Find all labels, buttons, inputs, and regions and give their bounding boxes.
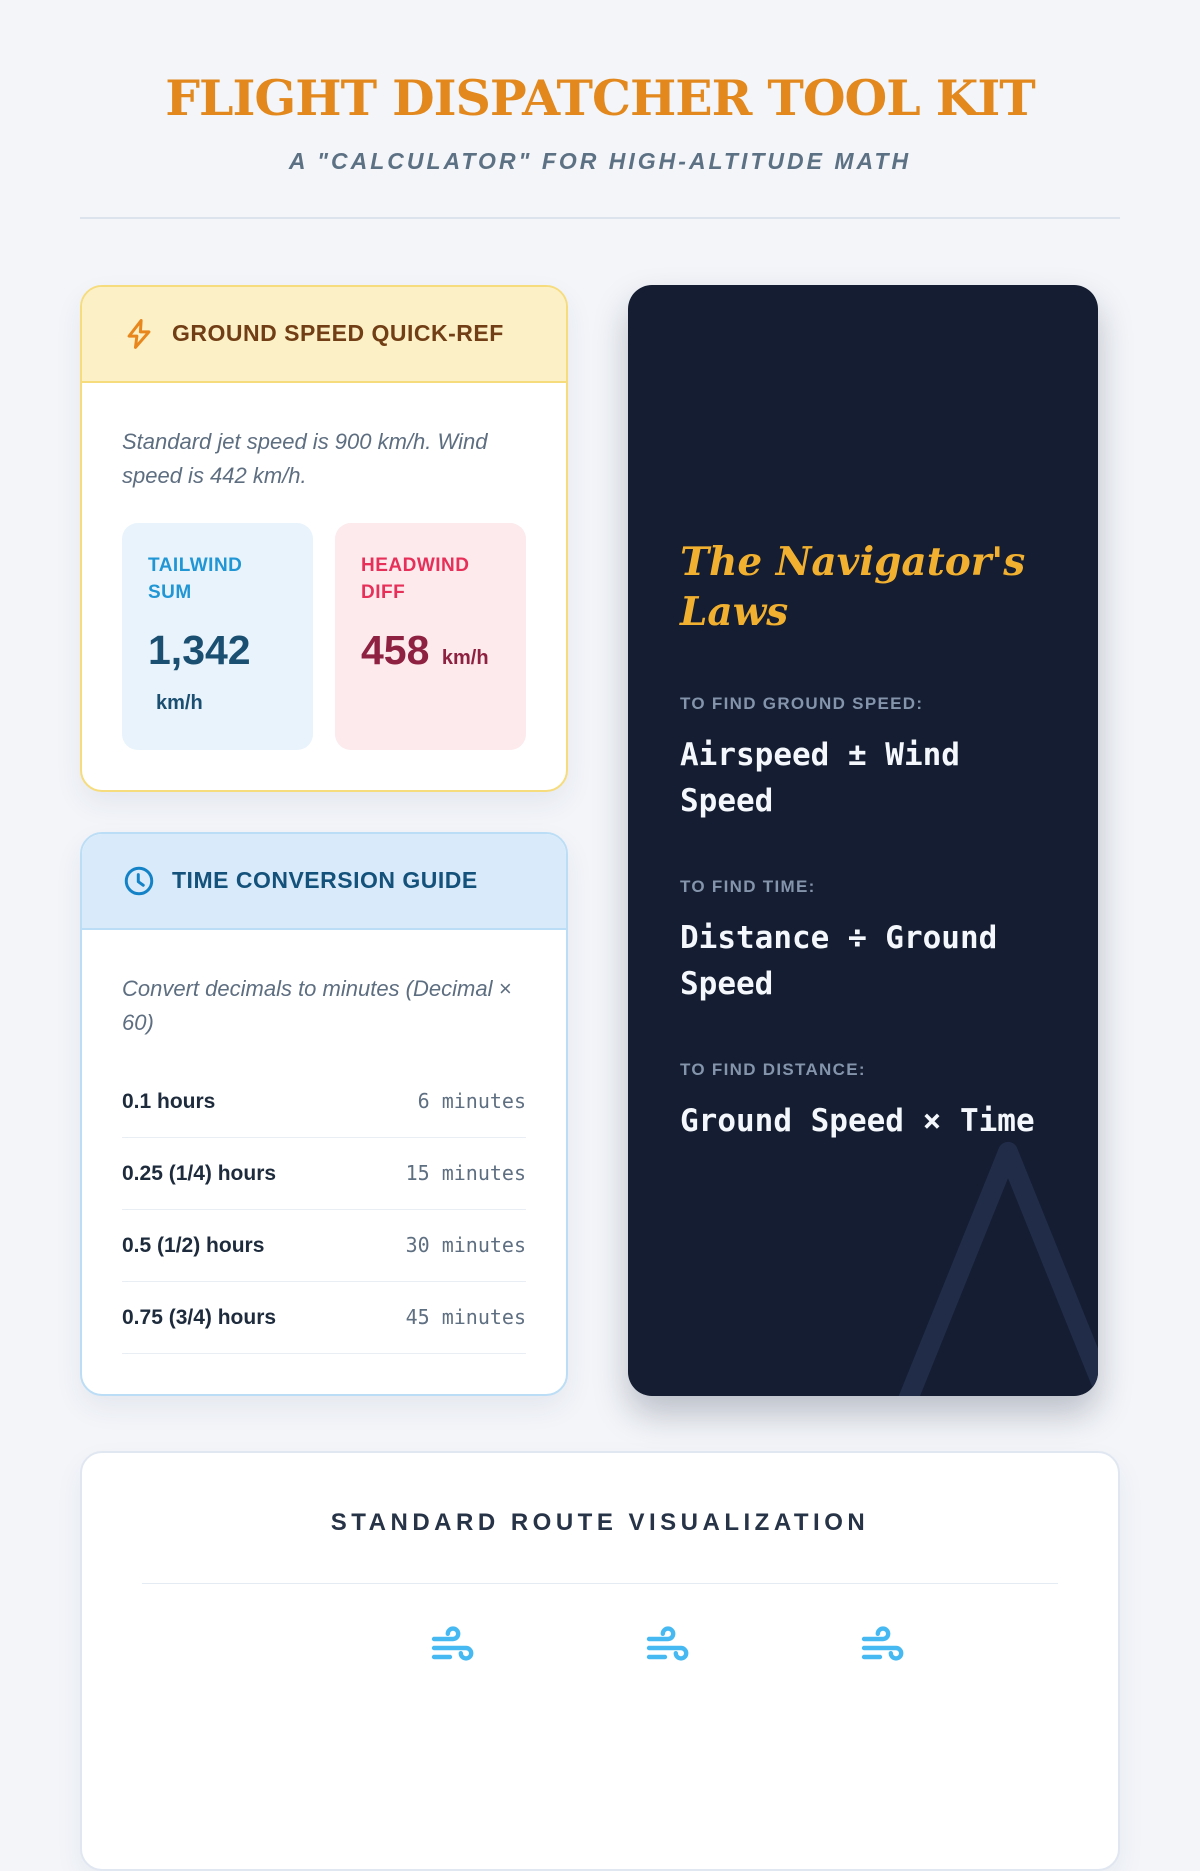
left-column: GROUND SPEED QUICK-REF Standard jet spee…: [80, 284, 568, 1397]
law-formula: Airspeed ± Wind Speed: [680, 736, 960, 820]
row-label: 0.1 hours: [122, 1090, 216, 1114]
page-subtitle: A "CALCULATOR" FOR HIGH-ALTITUDE MATH: [288, 147, 912, 174]
law-formula: Ground Speed × Time: [680, 1102, 1035, 1139]
row-value: 45 minutes: [405, 1305, 526, 1330]
row-label: 0.5 (1/2) hours: [122, 1234, 265, 1258]
table-row: 0.75 (3/4) hours 45 minutes: [122, 1282, 526, 1355]
law-label: TO FIND GROUND SPEED:: [680, 693, 924, 713]
headwind-number: 458: [361, 627, 430, 674]
tailwind-stat-box: TAILWIND SUM 1,342 km/h: [122, 523, 313, 750]
page-title: FLIGHT DISPATCHER TOOL KIT: [165, 69, 1035, 127]
lightning-icon: [122, 317, 156, 351]
stat-boxes: TAILWIND SUM 1,342 km/h HEADWIND DIFF 45…: [122, 523, 526, 750]
headwind-unit: km/h: [441, 647, 489, 670]
wind-icon: [428, 1623, 476, 1676]
row-label: 0.25 (1/4) hours: [122, 1162, 277, 1186]
time-card-title: TIME CONVERSION GUIDE: [172, 867, 478, 894]
conversion-table: 0.1 hours 6 minutes 0.25 (1/4) hours 15 …: [122, 1066, 526, 1355]
route-divider: [142, 1583, 1058, 1585]
law-formula: Distance ÷ Ground Speed: [680, 919, 998, 1003]
header-divider: [80, 216, 1120, 219]
table-row: 0.1 hours 6 minutes: [122, 1066, 526, 1139]
row-value: 30 minutes: [405, 1233, 526, 1258]
wind-icon: [643, 1623, 691, 1676]
navigation-arrow-icon: [828, 1123, 1098, 1397]
table-row: 0.5 (1/2) hours 30 minutes: [122, 1210, 526, 1283]
tailwind-value: 1,342 km/h: [148, 616, 287, 720]
law-distance: TO FIND DISTANCE: Ground Speed × Time: [680, 1060, 1046, 1145]
wind-icon: [858, 1623, 906, 1676]
time-card-header: TIME CONVERSION GUIDE: [82, 833, 566, 930]
row-value: 6 minutes: [417, 1089, 526, 1114]
ground-speed-quickref-card: GROUND SPEED QUICK-REF Standard jet spee…: [80, 284, 568, 792]
quickref-description: Standard jet speed is 900 km/h. Wind spe…: [122, 428, 488, 488]
law-ground-speed: TO FIND GROUND SPEED: Airspeed ± Wind Sp…: [680, 694, 1046, 825]
quickref-card-title: GROUND SPEED QUICK-REF: [172, 320, 504, 347]
law-label: TO FIND DISTANCE:: [680, 1059, 866, 1079]
page: FLIGHT DISPATCHER TOOL KIT A "CALCULATOR…: [80, 0, 1120, 1871]
tailwind-unit: km/h: [156, 691, 203, 714]
headwind-label: HEADWIND DIFF: [361, 555, 470, 603]
route-visualization-card: STANDARD ROUTE VISUALIZATION: [80, 1451, 1120, 1871]
headwind-value: 458 km/h: [361, 616, 500, 686]
clock-icon: [122, 864, 156, 898]
quickref-card-body: Standard jet speed is 900 km/h. Wind spe…: [82, 383, 566, 790]
tailwind-label: TAILWIND SUM: [148, 555, 243, 603]
route-icons-row: [142, 1623, 1058, 1703]
time-description: Convert decimals to minutes (Decimal × 6…: [122, 975, 512, 1036]
time-conversion-card: TIME CONVERSION GUIDE Convert decimals t…: [80, 831, 568, 1397]
headwind-stat-box: HEADWIND DIFF 458 km/h: [335, 523, 526, 750]
content-grid: GROUND SPEED QUICK-REF Standard jet spee…: [80, 284, 1120, 1397]
row-label: 0.75 (3/4) hours: [122, 1306, 277, 1330]
time-card-body: Convert decimals to minutes (Decimal × 6…: [82, 930, 566, 1394]
tailwind-number: 1,342: [148, 627, 251, 674]
law-time: TO FIND TIME: Distance ÷ Ground Speed: [680, 877, 1046, 1008]
law-label: TO FIND TIME:: [680, 876, 816, 896]
route-card-title: STANDARD ROUTE VISUALIZATION: [330, 1509, 870, 1537]
laws-title: The Navigator's Laws: [680, 538, 1026, 636]
table-row: 0.25 (1/4) hours 15 minutes: [122, 1138, 526, 1211]
navigators-laws-card: The Navigator's Laws TO FIND GROUND SPEE…: [628, 284, 1098, 1397]
quickref-card-header: GROUND SPEED QUICK-REF: [82, 286, 566, 383]
row-value: 15 minutes: [405, 1161, 526, 1186]
